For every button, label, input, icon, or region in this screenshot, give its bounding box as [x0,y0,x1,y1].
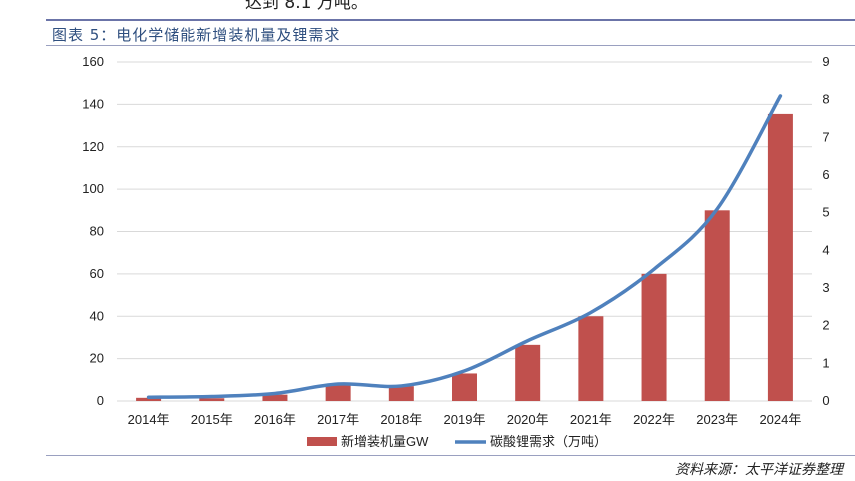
bar [136,397,162,401]
line-series [146,94,783,399]
x-tick-label: 2023年 [696,412,738,427]
legend-label-line: 碳酸锂需求（万吨） [490,434,607,449]
x-tick-label: 2019年 [444,412,486,427]
right-tick-label: 9 [822,54,829,69]
figure-title: 图表 5：电化学储能新增装机量及锂需求 [52,26,341,44]
left-tick-label: 140 [82,96,104,111]
bar [199,398,225,401]
left-tick-label: 40 [90,308,104,323]
bar [704,210,730,401]
bar [262,394,288,401]
left-tick-label: 120 [82,139,104,154]
left-tick-label: 20 [90,351,104,366]
left-tick-label: 100 [82,181,104,196]
bar [452,373,477,401]
right-tick-label: 4 [822,242,829,257]
top-text: 达到 8.1 万吨。 [245,0,368,13]
legend-label-bar: 新增装机量GW [341,434,429,449]
right-tick-label: 6 [822,167,829,182]
x-tick-label: 2021年 [570,412,612,427]
x-tick-label: 2022年 [633,412,675,427]
bar [515,344,541,401]
bar [578,316,604,401]
divider [46,455,855,456]
x-tick-label: 2016年 [254,412,296,427]
x-tick-label: 2024年 [759,412,801,427]
x-tick-label: 2020年 [507,412,549,427]
left-tick-label: 80 [90,224,104,239]
divider [46,19,855,21]
left-tick-label: 160 [82,54,104,69]
right-tick-label: 2 [822,318,829,333]
x-tick-label: 2015年 [191,412,233,427]
bar [325,384,351,401]
bar [388,386,414,401]
right-tick-label: 1 [822,355,829,370]
right-tick-label: 5 [822,205,829,220]
divider [46,45,855,46]
bar [641,273,667,401]
left-tick-label: 0 [97,393,104,408]
left-tick-label: 60 [90,266,104,281]
right-tick-label: 0 [822,393,829,408]
right-tick-label: 8 [822,92,829,107]
right-tick-label: 3 [822,280,829,295]
bar [767,113,793,402]
right-tick-label: 7 [822,129,829,144]
source-note: 资料来源：太平洋证券整理 [675,462,843,478]
x-tick-label: 2017年 [317,412,359,427]
x-tick-label: 2014年 [128,412,170,427]
legend-swatch-bar [307,437,337,446]
x-tick-label: 2018年 [380,412,422,427]
